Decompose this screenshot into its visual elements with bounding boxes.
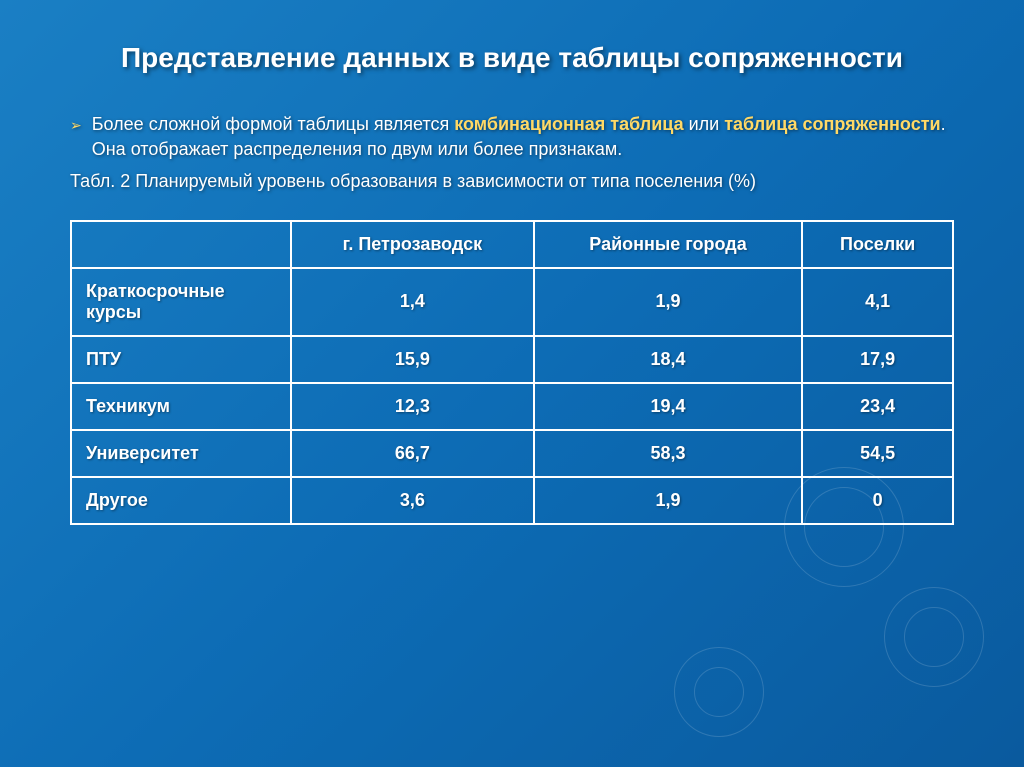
table-row: Краткосрочные курсы 1,4 1,9 4,1 — [71, 268, 953, 336]
table-header-blank — [71, 221, 291, 268]
table-cell: 15,9 — [291, 336, 534, 383]
table-header: Районные города — [534, 221, 802, 268]
bullet-block: ➢ Более сложной формой таблицы является … — [70, 112, 954, 161]
bullet-highlight: таблица сопряженности — [724, 114, 940, 134]
table-header: г. Петрозаводск — [291, 221, 534, 268]
decorative-ripple — [884, 587, 984, 687]
table-row: ПТУ 15,9 18,4 17,9 — [71, 336, 953, 383]
slide-title: Представление данных в виде таблицы сопр… — [70, 40, 954, 76]
table-cell: 66,7 — [291, 430, 534, 477]
bullet-highlight: комбинационная таблица — [454, 114, 683, 134]
contingency-table: г. Петрозаводск Районные города Поселки … — [70, 220, 954, 525]
table-cell: 1,4 — [291, 268, 534, 336]
table-header-row: г. Петрозаводск Районные города Поселки — [71, 221, 953, 268]
table-cell: 3,6 — [291, 477, 534, 524]
table-caption: Табл. 2 Планируемый уровень образования … — [70, 171, 954, 192]
table-cell: 0 — [802, 477, 953, 524]
table-row: Университет 66,7 58,3 54,5 — [71, 430, 953, 477]
table-cell: 4,1 — [802, 268, 953, 336]
table-row-label: Другое — [71, 477, 291, 524]
table-row-label: Краткосрочные курсы — [71, 268, 291, 336]
table-cell: 19,4 — [534, 383, 802, 430]
table-row: Техникум 12,3 19,4 23,4 — [71, 383, 953, 430]
table-cell: 17,9 — [802, 336, 953, 383]
table-cell: 12,3 — [291, 383, 534, 430]
table-cell: 1,9 — [534, 268, 802, 336]
bullet-text: Более сложной формой таблицы является ко… — [92, 112, 954, 161]
table-cell: 54,5 — [802, 430, 953, 477]
decorative-ripple — [674, 647, 764, 737]
table-header: Поселки — [802, 221, 953, 268]
table-row: Другое 3,6 1,9 0 — [71, 477, 953, 524]
bullet-marker-icon: ➢ — [70, 116, 82, 135]
bullet-text-part: или — [684, 114, 725, 134]
table-cell: 18,4 — [534, 336, 802, 383]
bullet-item: ➢ Более сложной формой таблицы является … — [70, 112, 954, 161]
table-row-label: Университет — [71, 430, 291, 477]
table-row-label: ПТУ — [71, 336, 291, 383]
table-row-label: Техникум — [71, 383, 291, 430]
table-cell: 1,9 — [534, 477, 802, 524]
table-cell: 23,4 — [802, 383, 953, 430]
table-cell: 58,3 — [534, 430, 802, 477]
slide-content: Представление данных в виде таблицы сопр… — [0, 0, 1024, 525]
bullet-text-part: Более сложной формой таблицы является — [92, 114, 455, 134]
